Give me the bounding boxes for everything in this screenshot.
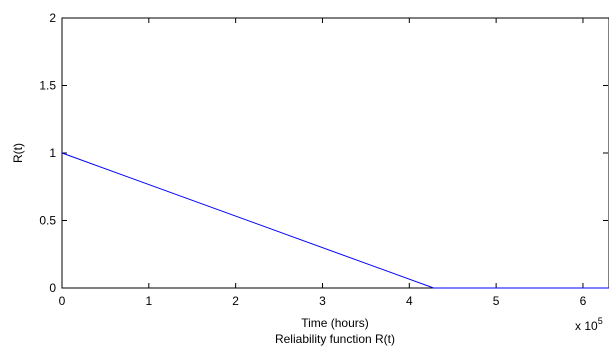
y-axis-label: R(t): [11, 143, 25, 163]
y-tick-label: 1.5: [39, 79, 56, 93]
y-tick-label: 2: [49, 11, 56, 25]
plot-area: [61, 17, 609, 289]
x-tick-label: 3: [319, 294, 326, 308]
y-tick-label: 0: [49, 281, 56, 295]
x-tick-label: 0: [59, 294, 66, 308]
x-exponent-power: 5: [598, 316, 603, 326]
axis-ticks: [61, 17, 608, 289]
x-tick-label: 6: [580, 294, 587, 308]
x-axis-label: Time (hours): [301, 316, 369, 330]
y-tick-label: 0.5: [39, 214, 56, 228]
x-exponent-label: x 105: [575, 316, 603, 333]
x-tick-label: 1: [145, 294, 152, 308]
chart-caption: Reliability function R(t): [275, 332, 395, 346]
tick-labels: 0 1 2 3 4 5 6 0 0.5 1 1.5 2: [39, 11, 586, 308]
x-exponent-base: x 10: [575, 319, 598, 333]
y-tick-label: 1: [49, 146, 56, 160]
x-tick-label: 2: [232, 294, 239, 308]
series-line: [61, 152, 609, 289]
x-tick-label: 5: [493, 294, 500, 308]
series-group: [61, 152, 609, 289]
x-tick-label: 4: [406, 294, 413, 308]
